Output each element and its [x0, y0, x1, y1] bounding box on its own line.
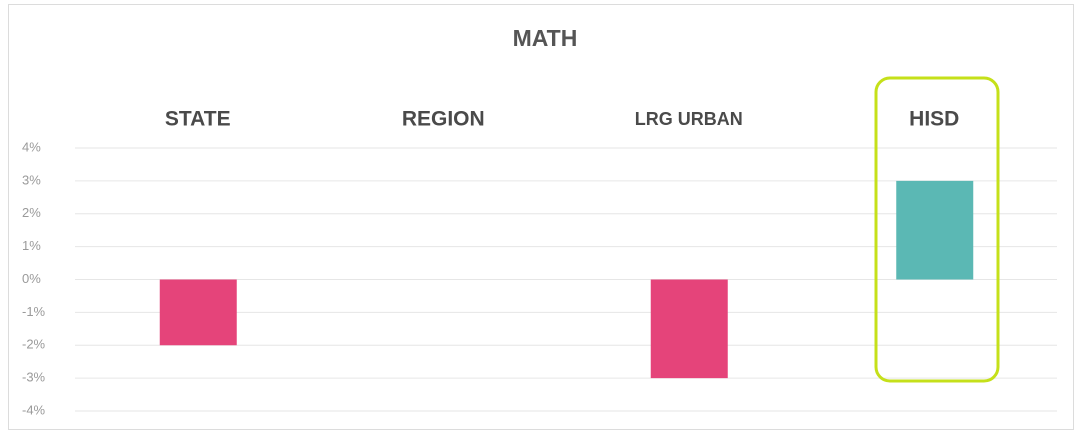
y-tick-label: 1% — [22, 238, 41, 253]
y-tick-label: 2% — [22, 205, 41, 220]
bar — [650, 279, 728, 379]
y-tick-label: 3% — [22, 172, 41, 187]
bar — [159, 279, 237, 346]
x-category-label: HISD — [909, 108, 959, 131]
y-tick-label: -3% — [22, 370, 46, 385]
chart-title: MATH — [513, 25, 578, 51]
x-category-label: REGION — [402, 108, 485, 131]
y-tick-label: 4% — [22, 139, 41, 154]
y-tick-label: -2% — [22, 337, 46, 352]
chart-frame — [8, 4, 1074, 430]
plot: -4% -3% -2% -1% 0% 1% 2% 3% 4% STATE REGION LRG URB… — [22, 108, 1057, 417]
y-tick-label: -4% — [22, 402, 46, 417]
y-tick-label: 0% — [22, 271, 41, 286]
highlight-box — [874, 76, 1000, 383]
x-category-label: STATE — [165, 108, 231, 131]
y-tick-label: -1% — [22, 304, 46, 319]
x-category-label: LRG URBAN — [635, 109, 743, 129]
bar — [896, 180, 974, 280]
